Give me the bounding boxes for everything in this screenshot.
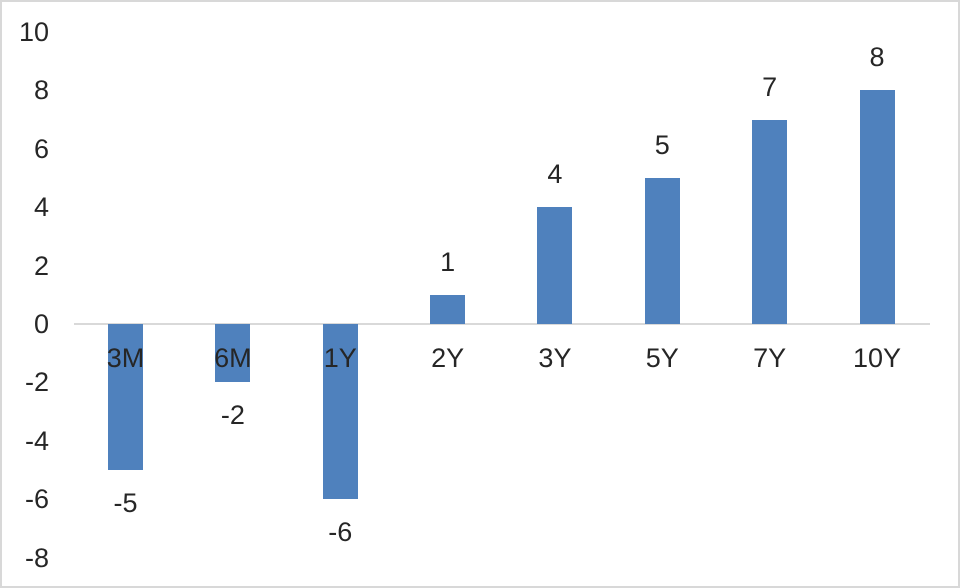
y-axis-tick-label: 8 (33, 75, 49, 106)
data-label: -2 (220, 400, 245, 431)
category-label: 6M (214, 343, 252, 373)
bar-1Y (322, 324, 358, 500)
y-axis-tick-label: -4 (24, 425, 49, 456)
category-label: 3Y (538, 343, 572, 373)
category-label: 7Y (753, 343, 787, 373)
category-label: 2Y (431, 343, 465, 373)
data-label: -6 (328, 517, 353, 548)
data-label: 7 (762, 71, 778, 102)
y-axis-tick-label: -2 (24, 367, 49, 398)
y-axis-tick-label: 6 (33, 133, 49, 164)
y-axis-tick-label: -8 (24, 542, 49, 573)
data-label: 5 (654, 130, 670, 160)
bar-2Y (430, 294, 466, 324)
bar-3M (108, 324, 143, 470)
data-label: -5 (113, 488, 138, 518)
x-axis-line (74, 323, 930, 325)
data-label: 8 (869, 42, 885, 73)
y-axis-tick-label: 0 (33, 309, 49, 339)
bar-3Y (537, 207, 573, 324)
bar-5Y (644, 178, 680, 324)
category-label: 5Y (645, 343, 679, 373)
data-label: 4 (547, 159, 563, 190)
y-axis-tick-label: 10 (18, 17, 49, 47)
category-label: 1Y (323, 343, 357, 373)
y-axis-tick-label: 4 (33, 192, 49, 223)
bar-7Y (752, 119, 788, 324)
bar-6M (215, 324, 251, 383)
y-axis-tick-label: -6 (24, 484, 49, 515)
category-label: 3M (106, 343, 145, 373)
y-axis-tick-label: 2 (33, 250, 49, 281)
data-label: 1 (440, 246, 456, 277)
bar-10Y (859, 90, 895, 324)
category-label: 10Y (852, 343, 902, 373)
